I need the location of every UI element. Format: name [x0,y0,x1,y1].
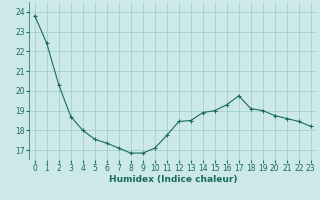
X-axis label: Humidex (Indice chaleur): Humidex (Indice chaleur) [108,175,237,184]
